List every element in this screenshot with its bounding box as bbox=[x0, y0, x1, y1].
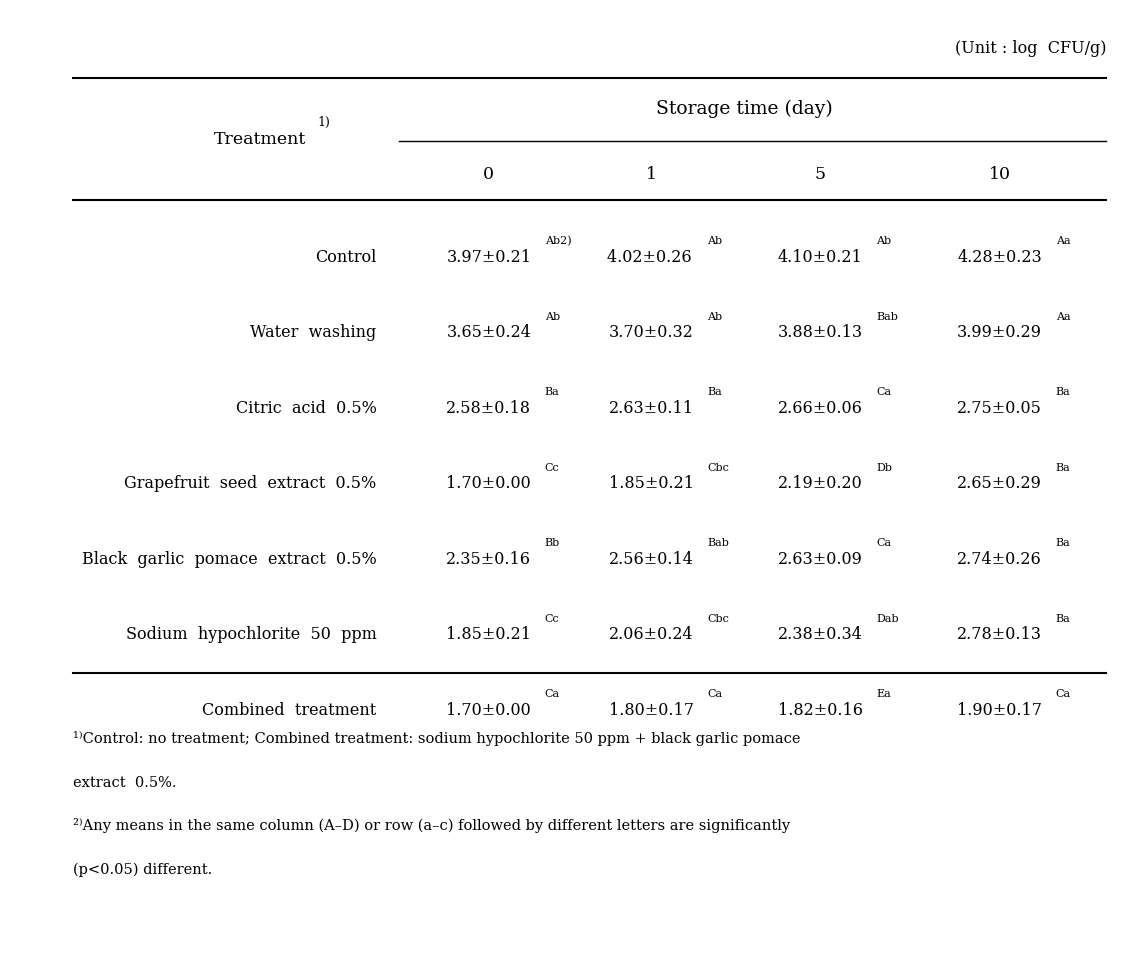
Text: Ab: Ab bbox=[708, 311, 723, 322]
Text: Black  garlic  pomace  extract  0.5%: Black garlic pomace extract 0.5% bbox=[81, 551, 376, 568]
Text: 2.74±0.26: 2.74±0.26 bbox=[958, 551, 1043, 568]
Text: 2.35±0.16: 2.35±0.16 bbox=[446, 551, 531, 568]
Text: Ba: Ba bbox=[1055, 614, 1070, 624]
Text: Cbc: Cbc bbox=[708, 614, 729, 624]
Text: 2.06±0.24: 2.06±0.24 bbox=[609, 627, 694, 643]
Text: Storage time (day): Storage time (day) bbox=[656, 100, 833, 118]
Text: 1.80±0.17: 1.80±0.17 bbox=[609, 702, 694, 718]
Text: Treatment: Treatment bbox=[213, 130, 306, 148]
Text: Aa: Aa bbox=[1055, 311, 1070, 322]
Text: 2.65±0.29: 2.65±0.29 bbox=[958, 475, 1043, 492]
Text: Ca: Ca bbox=[1055, 689, 1071, 699]
Text: 3.97±0.21: 3.97±0.21 bbox=[446, 249, 531, 265]
Text: Ca: Ca bbox=[876, 538, 891, 548]
Text: Ea: Ea bbox=[876, 689, 891, 699]
Text: Bb: Bb bbox=[545, 538, 560, 548]
Text: 3.99±0.29: 3.99±0.29 bbox=[958, 324, 1043, 341]
Text: 2.38±0.34: 2.38±0.34 bbox=[778, 627, 863, 643]
Text: Ab: Ab bbox=[545, 311, 560, 322]
Text: 2.58±0.18: 2.58±0.18 bbox=[446, 399, 531, 417]
Text: 10: 10 bbox=[989, 166, 1011, 183]
Text: Ab: Ab bbox=[708, 236, 723, 246]
Text: Cbc: Cbc bbox=[708, 463, 729, 472]
Text: 1.70±0.00: 1.70±0.00 bbox=[446, 702, 531, 718]
Text: 1.85±0.21: 1.85±0.21 bbox=[446, 627, 531, 643]
Text: Dab: Dab bbox=[876, 614, 898, 624]
Text: Ba: Ba bbox=[545, 387, 560, 398]
Text: 1.70±0.00: 1.70±0.00 bbox=[446, 475, 531, 492]
Text: 2.56±0.14: 2.56±0.14 bbox=[609, 551, 694, 568]
Text: 2.19±0.20: 2.19±0.20 bbox=[778, 475, 863, 492]
Text: 2.63±0.09: 2.63±0.09 bbox=[778, 551, 863, 568]
Text: Cc: Cc bbox=[545, 614, 560, 624]
Text: Ca: Ca bbox=[708, 689, 723, 699]
Text: extract  0.5%.: extract 0.5%. bbox=[73, 776, 177, 790]
Text: 4.02±0.26: 4.02±0.26 bbox=[607, 249, 696, 265]
Text: (p<0.05) different.: (p<0.05) different. bbox=[73, 862, 212, 878]
Text: 2.78±0.13: 2.78±0.13 bbox=[958, 627, 1043, 643]
Text: Water  washing: Water washing bbox=[250, 324, 376, 341]
Text: 2.63±0.11: 2.63±0.11 bbox=[609, 399, 694, 417]
Text: Bab: Bab bbox=[876, 311, 898, 322]
Text: 0: 0 bbox=[483, 166, 494, 183]
Text: 3.65±0.24: 3.65±0.24 bbox=[446, 324, 531, 341]
Text: 2.66±0.06: 2.66±0.06 bbox=[778, 399, 863, 417]
Text: Ab: Ab bbox=[876, 236, 891, 246]
Text: Ca: Ca bbox=[545, 689, 560, 699]
Text: ¹⁾Control: no treatment; Combined treatment: sodium hypochlorite 50 ppm + black : ¹⁾Control: no treatment; Combined treatm… bbox=[73, 731, 801, 746]
Text: Control: Control bbox=[315, 249, 376, 265]
Text: Ca: Ca bbox=[876, 387, 891, 398]
Text: Cc: Cc bbox=[545, 463, 560, 472]
Text: 1): 1) bbox=[317, 116, 330, 128]
Text: Combined  treatment: Combined treatment bbox=[202, 702, 376, 718]
Text: 2.75±0.05: 2.75±0.05 bbox=[958, 399, 1043, 417]
Text: 5: 5 bbox=[814, 166, 826, 183]
Text: 3.70±0.32: 3.70±0.32 bbox=[609, 324, 694, 341]
Text: Aa: Aa bbox=[1055, 236, 1070, 246]
Text: Db: Db bbox=[876, 463, 892, 472]
Text: 4.10±0.21: 4.10±0.21 bbox=[778, 249, 863, 265]
Text: Grapefruit  seed  extract  0.5%: Grapefruit seed extract 0.5% bbox=[124, 475, 376, 492]
Text: (Unit : log  CFU/g): (Unit : log CFU/g) bbox=[954, 40, 1107, 57]
Text: Ba: Ba bbox=[1055, 387, 1070, 398]
Text: Ba: Ba bbox=[1055, 463, 1070, 472]
Text: Citric  acid  0.5%: Citric acid 0.5% bbox=[235, 399, 376, 417]
Text: 1.90±0.17: 1.90±0.17 bbox=[958, 702, 1043, 718]
Text: 1: 1 bbox=[646, 166, 657, 183]
Text: 1.85±0.21: 1.85±0.21 bbox=[609, 475, 694, 492]
Text: Ba: Ba bbox=[708, 387, 723, 398]
Text: 4.28±0.23: 4.28±0.23 bbox=[958, 249, 1043, 265]
Text: Sodium  hypochlorite  50  ppm: Sodium hypochlorite 50 ppm bbox=[126, 627, 376, 643]
Text: 1.82±0.16: 1.82±0.16 bbox=[778, 702, 863, 718]
Text: ²⁾Any means in the same column (A–D) or row (a–c) followed by different letters : ²⁾Any means in the same column (A–D) or … bbox=[73, 818, 790, 833]
Text: Ba: Ba bbox=[1055, 538, 1070, 548]
Text: Ab2): Ab2) bbox=[545, 236, 571, 246]
Text: 3.88±0.13: 3.88±0.13 bbox=[778, 324, 863, 341]
Text: Bab: Bab bbox=[708, 538, 729, 548]
